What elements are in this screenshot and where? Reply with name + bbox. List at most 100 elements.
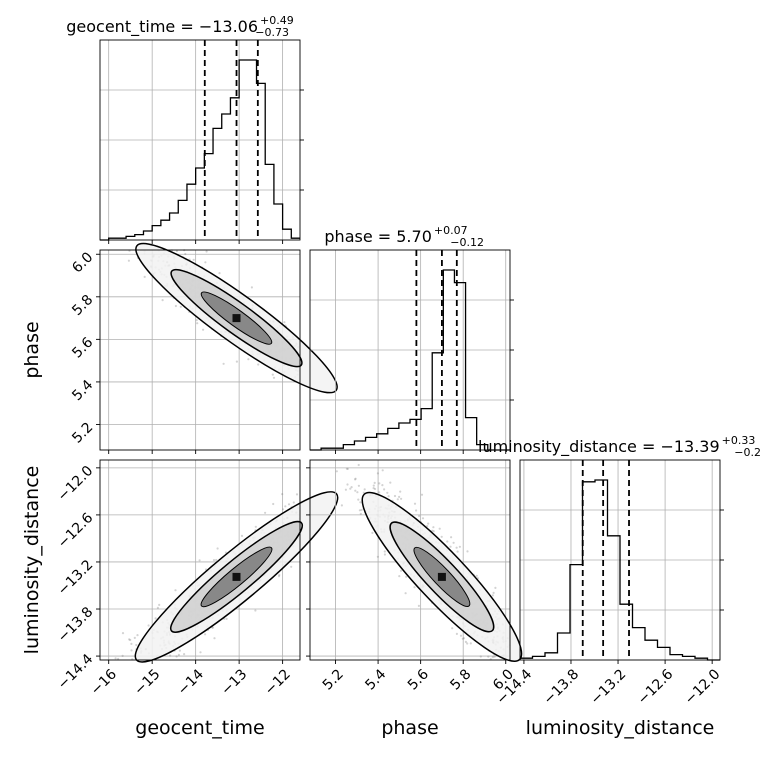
sample-point	[357, 463, 360, 467]
sample-point	[295, 493, 299, 496]
sample-point	[479, 655, 482, 658]
density-peak	[437, 572, 446, 581]
panel-frame	[99, 249, 301, 451]
sample-point	[371, 531, 374, 535]
sample-point	[427, 522, 430, 525]
histogram-luminosity-distance	[520, 479, 720, 661]
y-tick-label-luminosity-distance: −13.2	[55, 557, 97, 599]
sample-point	[114, 657, 117, 660]
sample-point	[136, 634, 139, 637]
sample-point	[254, 525, 257, 528]
sample-point	[494, 586, 497, 590]
x-tick-label-phase: 5.2	[320, 666, 347, 693]
x-axis-label-geocent-time: geocent_time	[135, 717, 264, 739]
sample-point	[360, 508, 363, 512]
sample-point	[198, 559, 201, 562]
x-tick-label-phase: 5.8	[447, 666, 474, 693]
y-tick-label-luminosity-distance: −13.8	[55, 604, 97, 646]
sample-point	[461, 637, 464, 640]
sample-point	[216, 547, 219, 550]
sample-point	[420, 493, 424, 496]
sample-point	[378, 491, 381, 494]
x-tick-label-geocent-time: −13	[218, 666, 250, 698]
sample-point	[396, 498, 399, 501]
sample-point	[178, 649, 181, 652]
sample-point	[458, 545, 461, 548]
panel-luminosity-distance-vs-luminosity-distance	[519, 459, 724, 664]
sample-point	[147, 624, 150, 627]
sample-point	[174, 304, 177, 308]
sample-point	[398, 495, 401, 498]
sample-point	[179, 305, 182, 308]
y-tick-label-phase: 5.2	[69, 420, 96, 447]
sample-point	[121, 632, 125, 635]
sample-point	[340, 504, 343, 507]
sample-point	[383, 550, 386, 553]
sample-point	[466, 550, 469, 553]
sample-point	[446, 540, 449, 543]
sample-point	[357, 484, 360, 487]
y-axis-label-luminosity-distance: luminosity_distance	[21, 466, 43, 655]
sample-point	[440, 535, 443, 538]
sample-point	[143, 275, 146, 278]
sample-point	[491, 594, 494, 597]
sample-point	[196, 322, 199, 325]
sample-point	[222, 362, 225, 365]
title-geocent-time-plus: +0.49	[260, 14, 294, 27]
sample-point	[404, 592, 407, 595]
x-tick-label-luminosity-distance: −13.2	[588, 666, 630, 708]
sample-point	[418, 514, 421, 518]
sample-point	[199, 651, 202, 654]
sample-point	[161, 299, 164, 302]
sample-point	[177, 653, 180, 657]
x-tick-label-geocent-time: −16	[88, 666, 120, 698]
sample-point	[354, 477, 357, 480]
sample-point	[154, 617, 157, 620]
sample-point	[393, 494, 397, 498]
x-tick-label-luminosity-distance: −13.8	[541, 666, 583, 708]
sample-point	[487, 655, 490, 658]
sample-point	[346, 467, 349, 470]
sample-point	[264, 511, 267, 514]
sample-point	[372, 487, 375, 490]
sample-point	[357, 498, 360, 501]
sample-point	[356, 491, 359, 494]
sample-point	[240, 534, 244, 538]
panel-phase-vs-geocent-time	[96, 242, 338, 454]
sample-point	[204, 261, 207, 264]
sample-point	[466, 642, 469, 645]
sample-point	[129, 638, 132, 642]
sample-point	[135, 643, 138, 647]
sample-point	[469, 642, 472, 645]
sample-point	[247, 358, 250, 361]
sample-point	[349, 487, 352, 490]
sample-point	[421, 517, 425, 520]
title-luminosity-distance-minus: −0.26	[734, 446, 760, 459]
y-tick-label-luminosity-distance: −12.0	[55, 463, 97, 505]
sample-point	[158, 603, 161, 607]
sample-point	[175, 655, 178, 658]
sample-point	[381, 469, 384, 472]
sample-point	[292, 501, 295, 504]
sample-point	[449, 545, 452, 548]
sample-point	[225, 617, 228, 621]
sample-point	[121, 654, 124, 658]
sample-point	[383, 553, 386, 556]
sample-point	[432, 526, 435, 529]
title-phase: phase = 5.70 +0.07	[324, 224, 467, 246]
sample-point	[455, 546, 458, 549]
sample-point	[346, 483, 349, 486]
sample-point	[335, 470, 338, 473]
sample-point	[218, 272, 221, 275]
sample-point	[389, 481, 392, 484]
sample-point	[211, 626, 214, 629]
sample-point	[493, 655, 496, 658]
sample-point	[381, 484, 384, 487]
sample-point	[376, 472, 379, 475]
title-geocent-time: geocent_time = −13.06 +0.49	[66, 14, 294, 37]
density-peak	[232, 314, 241, 323]
x-tick-label-luminosity-distance: −12.0	[682, 666, 724, 708]
sample-point	[117, 657, 120, 660]
sample-point	[432, 530, 435, 533]
panel-luminosity-distance-vs-phase	[306, 459, 523, 664]
